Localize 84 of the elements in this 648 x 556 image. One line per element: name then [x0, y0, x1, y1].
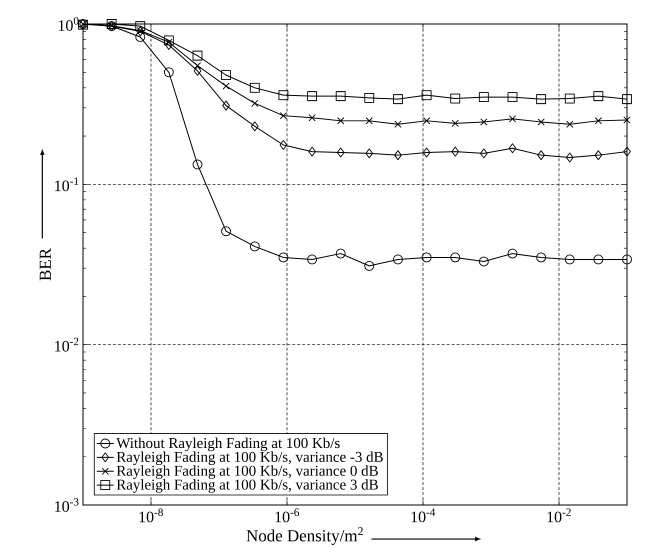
legend-label: Rayleigh Fading at 100 Kb/s, variance 3 dB	[116, 479, 378, 493]
point	[566, 152, 574, 162]
y-tick-label: 10$^{-2}$	[55, 338, 78, 352]
legend-label: Rayleigh Fading at 100 Kb/s, variance -3 dB	[116, 451, 383, 466]
point	[451, 146, 460, 157]
point	[478, 92, 489, 102]
y-tick-label: 10$^{-3}$	[55, 498, 79, 512]
x-tick-label: 10$^{-8}$	[140, 508, 163, 522]
point	[366, 117, 373, 124]
point	[251, 100, 258, 107]
point	[450, 252, 460, 262]
y-tick-label: 10$^{0}$	[58, 17, 79, 31]
point	[536, 94, 546, 104]
legend-label: Rayleigh Fading at 100 Kb/s, variance 0 dB	[116, 465, 378, 479]
point	[250, 241, 260, 252]
point	[222, 100, 230, 111]
point	[508, 92, 518, 102]
point	[537, 118, 545, 126]
point	[623, 116, 631, 124]
point	[192, 160, 202, 170]
point	[280, 140, 288, 150]
point	[394, 150, 402, 160]
point	[278, 252, 288, 262]
point	[508, 248, 518, 259]
legend-label: Without Rayleigh Fading at 100 Kb/s	[116, 438, 340, 452]
point	[622, 254, 632, 264]
point	[250, 121, 259, 132]
point	[508, 115, 516, 123]
point	[222, 82, 230, 90]
point	[135, 21, 146, 32]
point	[508, 143, 516, 154]
point	[307, 91, 318, 102]
point	[280, 112, 288, 120]
point	[480, 148, 488, 158]
point	[422, 148, 430, 158]
point	[564, 254, 575, 264]
point	[221, 70, 231, 80]
point	[365, 148, 374, 158]
point	[566, 120, 574, 128]
point	[452, 120, 459, 128]
point	[537, 150, 545, 160]
point	[221, 226, 231, 236]
point	[336, 148, 345, 158]
point	[593, 254, 604, 264]
point	[106, 19, 117, 29]
point	[364, 260, 374, 271]
y-tick-label: 10$^{-1}$	[55, 177, 78, 192]
point	[392, 254, 403, 264]
point	[164, 35, 174, 46]
point	[135, 32, 146, 42]
point	[593, 91, 604, 102]
point	[594, 117, 602, 124]
point	[336, 91, 346, 102]
point	[308, 114, 316, 122]
point	[450, 94, 460, 104]
x-tick-label: 10$^{-6}$	[276, 508, 300, 522]
point	[594, 150, 602, 160]
point	[422, 90, 432, 100]
point	[337, 117, 344, 124]
point	[422, 117, 430, 124]
point	[623, 146, 631, 157]
point	[307, 254, 318, 264]
point	[536, 252, 546, 262]
point	[364, 92, 374, 103]
x-tick-label: 10$^{-4}$	[412, 508, 436, 522]
point	[422, 252, 432, 262]
point	[478, 256, 489, 266]
point	[622, 94, 632, 104]
point	[194, 62, 202, 70]
x-axis-title: Node Density/m$^{2}$	[246, 527, 363, 545]
point	[394, 120, 402, 128]
point	[278, 90, 288, 100]
point	[336, 248, 346, 259]
point	[250, 82, 260, 93]
point	[136, 26, 144, 36]
point	[164, 67, 174, 78]
point	[194, 66, 202, 76]
y-axis-title: BER	[40, 248, 51, 280]
point	[392, 94, 403, 104]
point	[192, 50, 202, 61]
point	[480, 118, 488, 126]
x-tick-label: 10$^{-2}$	[548, 508, 571, 522]
point	[308, 146, 316, 157]
point	[564, 94, 575, 104]
